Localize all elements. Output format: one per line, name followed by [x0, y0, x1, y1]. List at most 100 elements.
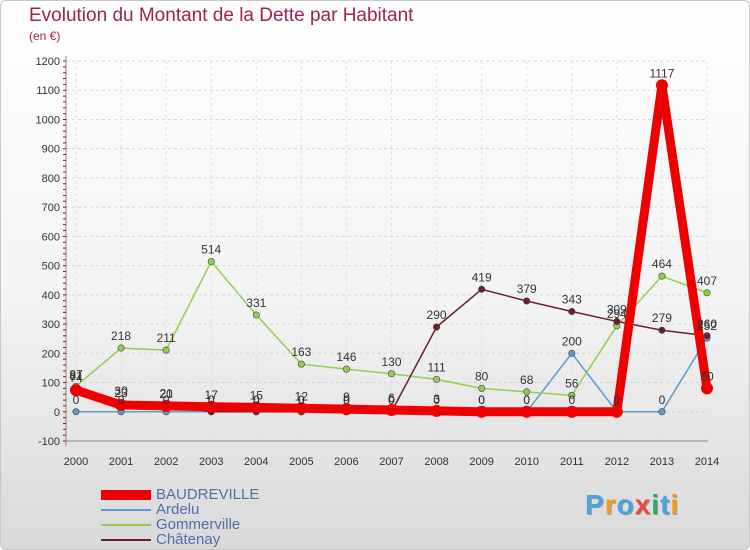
- x-tick-label: 2004: [244, 456, 268, 468]
- x-tick-label: 2001: [109, 456, 133, 468]
- data-point: [207, 258, 215, 266]
- data-label: 0: [568, 393, 575, 407]
- data-point: [250, 401, 263, 414]
- data-label: 0: [343, 393, 350, 407]
- data-point: [658, 326, 666, 334]
- chart-title: Evolution du Montant de la Dette par Hab…: [29, 5, 414, 26]
- y-tick-label: 900: [42, 144, 60, 156]
- y-tick-label: 800: [42, 173, 60, 185]
- legend-item-chatenay: Châtenay: [101, 532, 259, 547]
- data-label: 279: [652, 311, 672, 325]
- data-point: [568, 349, 576, 357]
- data-label: 12: [295, 389, 309, 403]
- data-point: [523, 388, 531, 396]
- data-point: [655, 79, 668, 92]
- data-label: 1117: [649, 66, 674, 80]
- x-tick-label: 2007: [379, 456, 403, 468]
- data-label: 309: [607, 302, 627, 316]
- y-tick-label: 0: [54, 407, 60, 419]
- data-label: 20: [159, 387, 173, 401]
- data-point: [613, 317, 621, 325]
- y-tick-label: 1000: [36, 114, 60, 126]
- data-label: 68: [520, 373, 534, 387]
- data-point: [295, 402, 308, 415]
- data-label: 252: [697, 319, 717, 333]
- y-tick-label: 700: [42, 202, 60, 214]
- data-label: 111: [427, 360, 446, 374]
- data-label: 80: [475, 369, 489, 383]
- data-point: [703, 289, 711, 297]
- data-point: [478, 384, 486, 392]
- data-label: 200: [562, 334, 582, 348]
- data-label: 514: [201, 243, 221, 257]
- data-label: 0: [388, 393, 395, 407]
- data-point: [205, 400, 218, 413]
- data-label: 0: [614, 393, 621, 407]
- brand-letter: P: [585, 489, 605, 520]
- data-label: 211: [157, 331, 176, 345]
- data-label: 331: [246, 296, 266, 310]
- data-label: 0: [388, 393, 395, 407]
- data-label: 260: [697, 317, 717, 331]
- x-tick-label: 2013: [650, 456, 674, 468]
- data-point: [565, 405, 578, 418]
- data-point: [658, 272, 666, 280]
- data-label: 74: [69, 371, 83, 385]
- x-tick-label: 2006: [334, 456, 358, 468]
- data-label: 379: [517, 282, 537, 296]
- data-point: [162, 346, 170, 354]
- data-label: 6: [388, 391, 395, 405]
- brand-letter: t: [660, 489, 671, 520]
- x-tick-label: 2009: [469, 456, 493, 468]
- data-point: [252, 311, 260, 319]
- data-label: 294: [607, 307, 627, 321]
- data-label: 80: [700, 369, 714, 383]
- legend-swatch-ardelu: [101, 508, 151, 511]
- data-point: [117, 344, 125, 352]
- data-label: 343: [562, 293, 582, 307]
- data-label: 0: [253, 393, 260, 407]
- legend-swatch-chatenay: [101, 538, 151, 541]
- data-point: [523, 297, 531, 305]
- data-label: 0: [433, 393, 440, 407]
- data-point: [385, 404, 398, 417]
- data-label: 15: [250, 388, 264, 402]
- data-label: 0: [298, 393, 305, 407]
- y-tick-label: 400: [42, 290, 60, 302]
- data-label: 87: [69, 367, 83, 381]
- legend-item-baudreville: BAUDREVILLE: [101, 487, 259, 502]
- data-point: [160, 399, 173, 412]
- data-point: [475, 405, 488, 418]
- data-label: 21: [159, 387, 173, 401]
- x-tick-label: 2010: [514, 456, 538, 468]
- x-tick-label: 2008: [424, 456, 448, 468]
- data-point: [430, 404, 443, 417]
- data-point: [520, 405, 533, 418]
- x-tick-label: 2012: [605, 456, 629, 468]
- data-label: 30: [114, 384, 128, 398]
- data-label: 0: [208, 393, 215, 407]
- x-tick-label: 2005: [289, 456, 313, 468]
- data-label: 0: [208, 393, 215, 407]
- brand-letter: i: [670, 489, 680, 520]
- x-tick-label: 2003: [199, 456, 223, 468]
- y-tick-label: 500: [42, 261, 60, 273]
- x-tick-label: 2000: [64, 456, 88, 468]
- data-point: [387, 370, 395, 378]
- chart-subtitle: (en €): [29, 29, 61, 43]
- data-label: 146: [336, 350, 356, 364]
- data-point: [658, 408, 666, 416]
- data-label: 3: [433, 392, 440, 406]
- legend-label-baudreville: BAUDREVILLE: [156, 486, 260, 503]
- data-label: 9: [343, 390, 350, 404]
- legend-item-ardelu: Ardelu: [101, 502, 259, 517]
- data-label: 0: [163, 393, 170, 407]
- data-point: [342, 365, 350, 373]
- data-point: [478, 285, 486, 293]
- data-label: 0: [298, 393, 305, 407]
- data-label: 0: [523, 393, 530, 407]
- data-label: 81: [69, 369, 83, 383]
- data-point: [703, 332, 711, 340]
